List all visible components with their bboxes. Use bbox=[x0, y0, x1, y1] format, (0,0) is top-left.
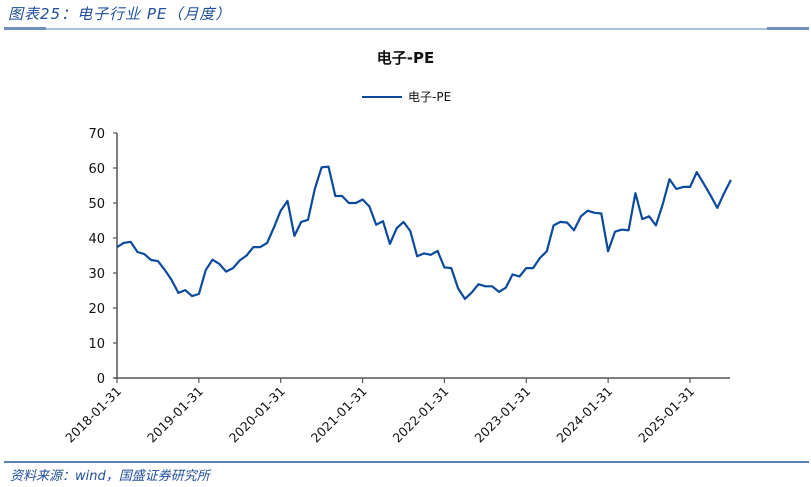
divider-accent-right bbox=[767, 27, 809, 30]
x-tick-label: 2021-01-31 bbox=[308, 384, 370, 446]
y-tick-label: 10 bbox=[88, 337, 105, 352]
y-tick-label: 0 bbox=[97, 372, 105, 387]
y-tick-label: 40 bbox=[88, 232, 105, 247]
y-tick-label: 70 bbox=[88, 127, 105, 142]
y-tick-label: 60 bbox=[88, 162, 105, 177]
x-tick-label: 2023-01-31 bbox=[471, 384, 533, 446]
x-tick-label: 2018-01-31 bbox=[62, 384, 124, 446]
divider-accent-left bbox=[4, 27, 46, 30]
top-divider bbox=[4, 27, 809, 30]
legend-label: 电子-PE bbox=[408, 90, 452, 104]
source-note: 资料来源：wind，国盛证券研究所 bbox=[10, 469, 210, 484]
y-tick-label: 50 bbox=[88, 197, 105, 212]
x-tick-label: 2019-01-31 bbox=[144, 384, 206, 446]
series-line-electronics-pe bbox=[116, 165, 732, 300]
y-tick-label: 20 bbox=[88, 302, 105, 317]
y-tick-label: 30 bbox=[88, 267, 105, 282]
x-tick-label: 2024-01-31 bbox=[553, 384, 615, 446]
chart-legend: 电子-PE bbox=[362, 88, 451, 105]
bottom-divider bbox=[4, 461, 809, 463]
x-tick-label: 2022-01-31 bbox=[390, 384, 452, 446]
chart-title: 电子-PE bbox=[376, 49, 435, 67]
figure-title: 图表25：电子行业 PE（月度） bbox=[8, 5, 232, 23]
legend-line-swatch-icon bbox=[362, 95, 402, 98]
x-tick-label: 2025-01-31 bbox=[635, 384, 697, 446]
x-tick-label: 2020-01-31 bbox=[226, 384, 288, 446]
